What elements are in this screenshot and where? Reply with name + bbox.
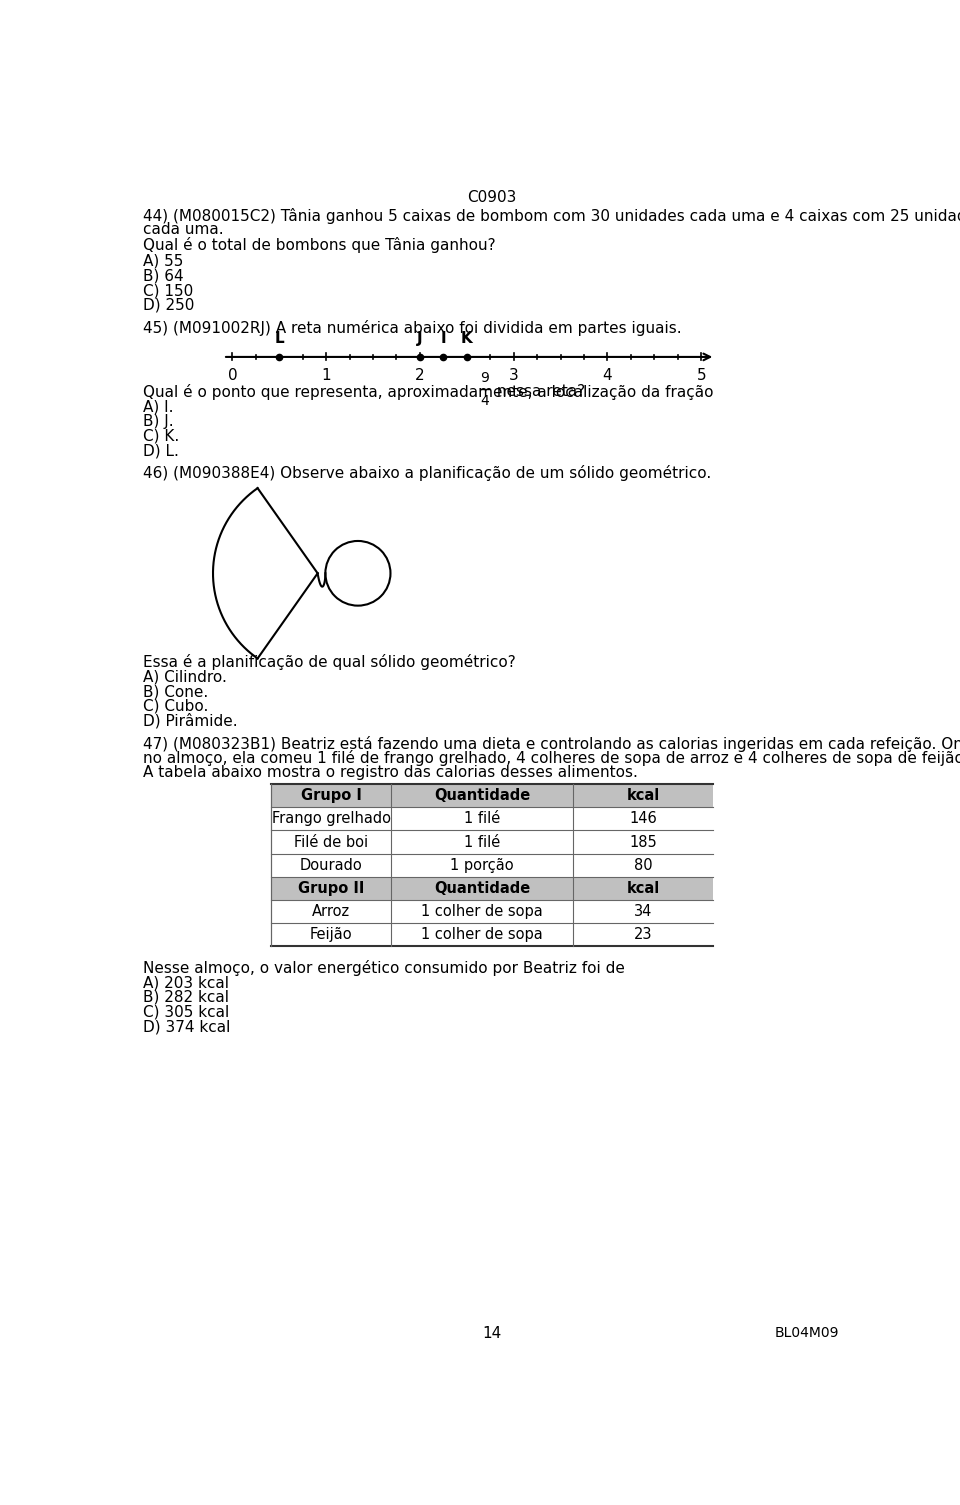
Text: Qual é o total de bombons que Tânia ganhou?: Qual é o total de bombons que Tânia ganh… bbox=[143, 236, 496, 253]
Text: Quantidade: Quantidade bbox=[434, 789, 531, 804]
Text: kcal: kcal bbox=[627, 789, 660, 804]
Text: 47) (M080323B1) Beatriz está fazendo uma dieta e controlando as calorias ingerid: 47) (M080323B1) Beatriz está fazendo uma… bbox=[143, 736, 960, 752]
Text: 4: 4 bbox=[480, 394, 489, 408]
Text: K: K bbox=[461, 331, 472, 346]
Text: Frango grelhado: Frango grelhado bbox=[272, 811, 391, 826]
Text: Arroz: Arroz bbox=[312, 905, 350, 920]
Bar bbox=[573, 784, 713, 807]
Text: 3: 3 bbox=[509, 367, 518, 382]
Text: 1: 1 bbox=[322, 367, 331, 382]
Text: 185: 185 bbox=[629, 835, 657, 849]
Text: Filé de boi: Filé de boi bbox=[294, 835, 369, 849]
Text: 1 filé: 1 filé bbox=[465, 811, 500, 826]
Bar bbox=[573, 877, 713, 900]
Text: 80: 80 bbox=[634, 858, 653, 873]
Text: A tabela abaixo mostra o registro das calorias desses alimentos.: A tabela abaixo mostra o registro das ca… bbox=[143, 765, 638, 780]
Text: 1 colher de sopa: 1 colher de sopa bbox=[421, 905, 543, 920]
Text: Dourado: Dourado bbox=[300, 858, 363, 873]
Text: 0: 0 bbox=[228, 367, 237, 382]
Text: Qual é o ponto que representa, aproximadamente, a localização da fração: Qual é o ponto que representa, aproximad… bbox=[143, 384, 719, 400]
Text: D) L.: D) L. bbox=[143, 442, 180, 458]
Text: Essa é a planificação de qual sólido geométrico?: Essa é a planificação de qual sólido geo… bbox=[143, 655, 516, 670]
Bar bbox=[271, 877, 392, 900]
Text: D) 374 kcal: D) 374 kcal bbox=[143, 1019, 230, 1034]
Text: L: L bbox=[275, 331, 284, 346]
Text: A) 203 kcal: A) 203 kcal bbox=[143, 975, 229, 990]
Bar bbox=[271, 784, 392, 807]
Text: 2: 2 bbox=[415, 367, 424, 382]
Text: B) 282 kcal: B) 282 kcal bbox=[143, 990, 229, 1005]
Text: D) Pirâmide.: D) Pirâmide. bbox=[143, 713, 238, 728]
Text: cada uma.: cada uma. bbox=[143, 223, 224, 238]
Text: 23: 23 bbox=[634, 927, 653, 942]
Text: Feijão: Feijão bbox=[310, 927, 352, 942]
Text: 1 colher de sopa: 1 colher de sopa bbox=[421, 927, 543, 942]
Text: J: J bbox=[417, 331, 422, 346]
Text: 1 porção: 1 porção bbox=[450, 858, 515, 873]
Text: Grupo I: Grupo I bbox=[300, 789, 362, 804]
Text: 46) (M090388E4) Observe abaixo a planificação de um sólido geométrico.: 46) (M090388E4) Observe abaixo a planifi… bbox=[143, 465, 711, 482]
Bar bbox=[392, 784, 573, 807]
Text: A) Cilindro.: A) Cilindro. bbox=[143, 670, 228, 685]
Text: no almoço, ela comeu 1 filé de frango grelhado, 4 colheres de sopa de arroz e 4 : no almoço, ela comeu 1 filé de frango gr… bbox=[143, 751, 960, 766]
Text: 1 filé: 1 filé bbox=[465, 835, 500, 849]
Text: 44) (M080015C2) Tânia ganhou 5 caixas de bombom com 30 unidades cada uma e 4 cai: 44) (M080015C2) Tânia ganhou 5 caixas de… bbox=[143, 208, 960, 224]
Text: 9: 9 bbox=[480, 370, 490, 385]
Text: B) J.: B) J. bbox=[143, 414, 174, 429]
Text: 5: 5 bbox=[696, 367, 706, 382]
Bar bbox=[392, 877, 573, 900]
Text: I: I bbox=[441, 331, 446, 346]
Text: C) Cubo.: C) Cubo. bbox=[143, 698, 208, 713]
Text: Grupo II: Grupo II bbox=[298, 880, 365, 895]
Text: A) 55: A) 55 bbox=[143, 254, 183, 269]
Text: C) 305 kcal: C) 305 kcal bbox=[143, 1004, 229, 1019]
Text: 14: 14 bbox=[482, 1326, 502, 1341]
Text: B) Cone.: B) Cone. bbox=[143, 685, 208, 700]
Text: kcal: kcal bbox=[627, 880, 660, 895]
Text: C) 150: C) 150 bbox=[143, 283, 194, 298]
Text: Nesse almoço, o valor energético consumido por Beatriz foi de: Nesse almoço, o valor energético consumi… bbox=[143, 960, 625, 975]
Text: B) 64: B) 64 bbox=[143, 268, 184, 283]
Text: 45) (M091002RJ) A reta numérica abaixo foi dividida em partes iguais.: 45) (M091002RJ) A reta numérica abaixo f… bbox=[143, 321, 682, 336]
Text: 146: 146 bbox=[629, 811, 657, 826]
Text: C) K.: C) K. bbox=[143, 429, 180, 444]
Text: C0903: C0903 bbox=[468, 190, 516, 205]
Text: 34: 34 bbox=[634, 905, 652, 920]
Text: A) I.: A) I. bbox=[143, 399, 174, 414]
Text: nessa reta?: nessa reta? bbox=[492, 384, 585, 399]
Text: Quantidade: Quantidade bbox=[434, 880, 531, 895]
Text: BL04M09: BL04M09 bbox=[775, 1326, 839, 1341]
Text: 4: 4 bbox=[603, 367, 612, 382]
Text: D) 250: D) 250 bbox=[143, 298, 195, 313]
